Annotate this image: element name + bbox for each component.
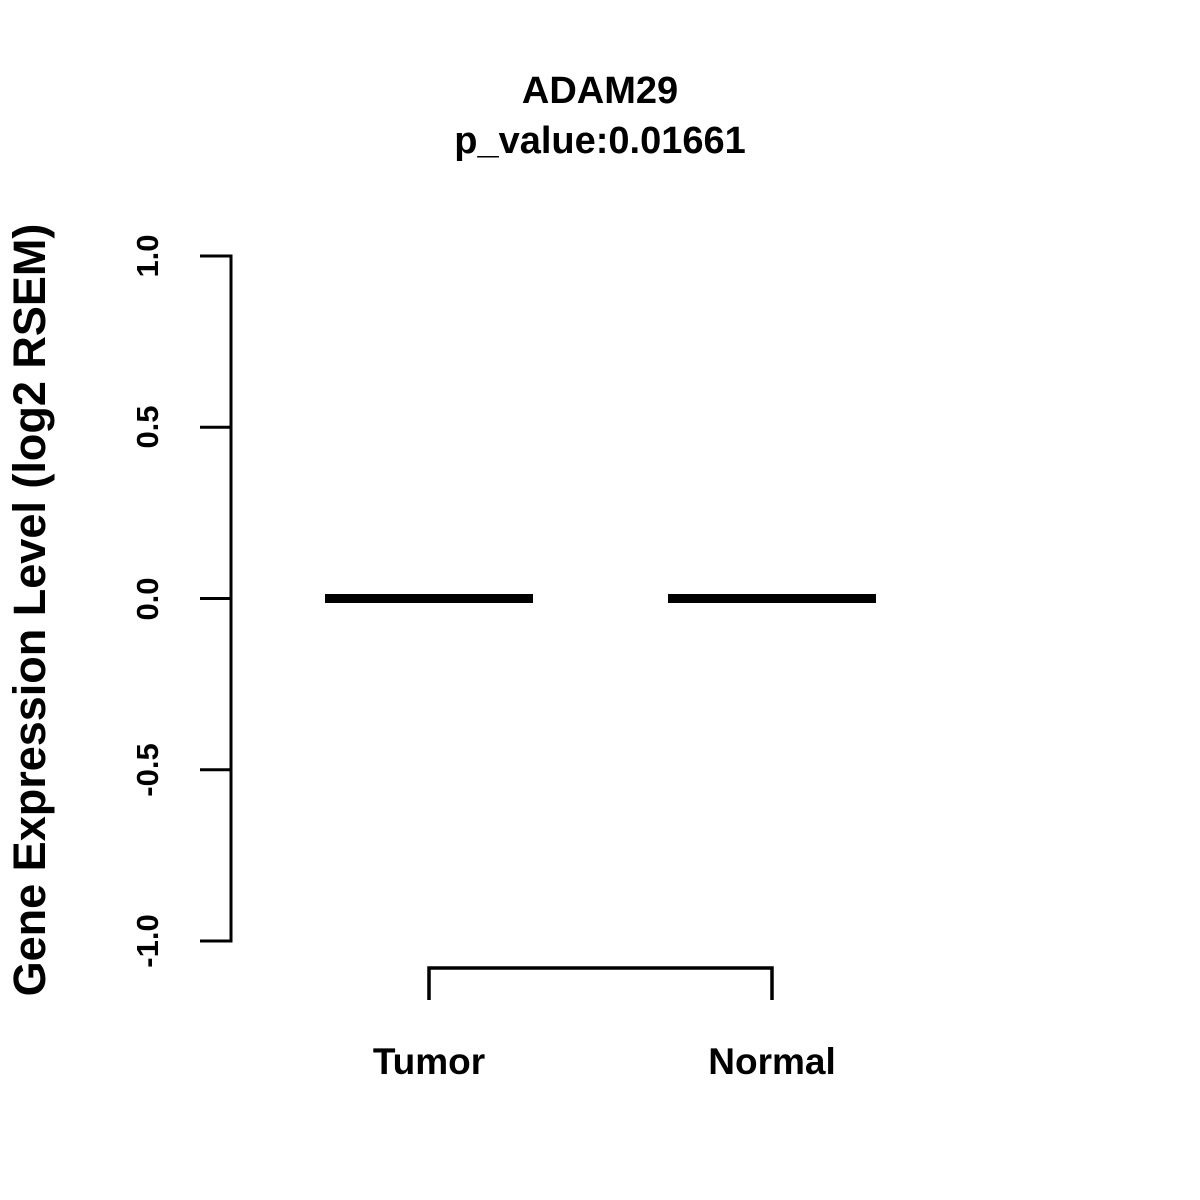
y-tick-label: -1.0: [130, 914, 165, 968]
group-label-tumor: Tumor: [372, 1041, 486, 1082]
chart-title: ADAM29: [521, 70, 679, 112]
y-tick-label: -0.5: [130, 743, 165, 797]
y-tick-label: 1.0: [130, 234, 165, 278]
chart-title-block: ADAM29 p_value:0.01661: [228, 66, 972, 166]
group-label-normal: Normal: [708, 1041, 836, 1082]
y-tick-label: 0.5: [130, 405, 165, 449]
comparison-bracket: [427, 966, 774, 1000]
y-tick-label: 0.0: [130, 576, 165, 621]
chart-subtitle: p_value:0.01661: [454, 120, 746, 162]
